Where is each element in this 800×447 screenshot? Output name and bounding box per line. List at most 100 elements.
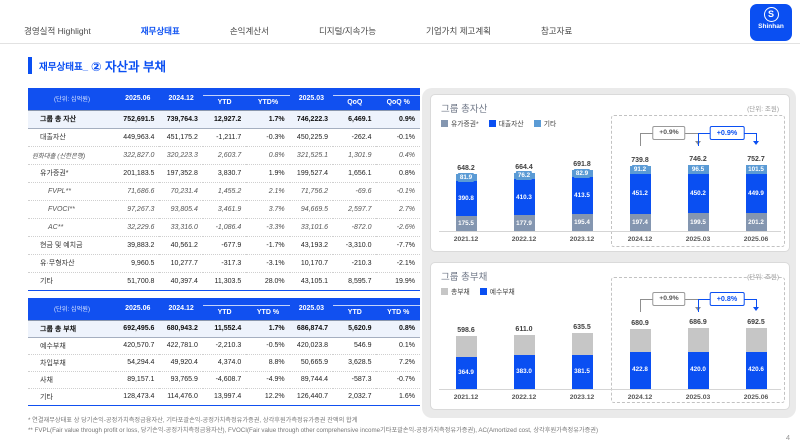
segment-value: 383.0 [514, 367, 534, 377]
bracket-drop [640, 299, 641, 312]
cell-value: 128,473.4 [116, 388, 160, 406]
row-label: 차입부채 [28, 354, 117, 372]
cell-value: 0.9% [376, 109, 420, 129]
unit-label: (단위: 십억원) [28, 298, 117, 320]
cell-value: 0.8% [246, 146, 290, 165]
cell-value: 51,700.8 [116, 272, 160, 291]
cell-value: 1.7% [246, 109, 290, 129]
assets-table: (단위: 십억원) 2025.06 2024.12 YTD YTD% 2025.03 QoQ… [28, 88, 420, 291]
cell-value: 114,476.0 [159, 388, 203, 406]
row-label: 현금 및 예치금 [28, 236, 117, 255]
cell-value: -1.7% [246, 236, 290, 255]
cell-value: 19.9% [376, 272, 420, 291]
legend-label: 기타 [543, 121, 557, 128]
cell-value: 43,193.2 [289, 236, 334, 255]
row-label: 유·무형자산 [28, 254, 117, 273]
segment-value: 420.6 [746, 365, 766, 375]
segment-value: 81.9 [457, 173, 475, 183]
cell-value: 4,374.0 [202, 354, 247, 372]
nav-tab-2[interactable]: 재무상태표 [140, 26, 180, 36]
segment-value: 449.9 [746, 188, 766, 198]
legend-label: 총부채 [451, 289, 470, 296]
row-label: FVOCI** [28, 200, 117, 219]
cell-value: 0.8% [376, 164, 420, 183]
cell-value: 692,495.6 [116, 319, 160, 338]
cell-value: -4,608.7 [202, 371, 247, 389]
nav-tab-5[interactable]: 기업가치 제고계획 [426, 26, 491, 36]
nav-tab-list: 경영실적 Highlight 재무상태표 손익계산서 디지털/지속가능 기업가치 제고계… [0, 0, 800, 37]
table-row: 그룹 총 부채 692,495.6 680,943.2 11,552.4 1.7% 686… [28, 319, 420, 338]
nav-tab-3[interactable]: 손익계산서 [229, 26, 269, 36]
column-header: YTD [202, 88, 247, 110]
table-row: 유가증권* 201,183.5 197,352.8 3,830.7 1.9% 199,52… [28, 164, 420, 183]
total-value: 691.8 [573, 161, 591, 169]
table-row: 사채 89,157.1 93,765.9 -4,608.7 -4.9% 89,744.4-… [28, 371, 420, 389]
cell-value: 422,781.0 [159, 337, 203, 355]
cell-value: -0.1% [376, 128, 420, 147]
cell-value: 9,960.5 [116, 254, 160, 273]
x-axis-label: 2021.12 [453, 236, 479, 243]
cell-value: -210.3 [333, 254, 377, 273]
table-row: 예수부채 420,570.7 422,781.0 -2,210.3 -0.5% 420,0… [28, 337, 420, 355]
chart-title: 그룹 총자산 [441, 104, 488, 115]
table-row: FVPL** 71,686.6 70,231.4 1,455.2 2.1% 71,756.… [28, 182, 420, 201]
x-axis-label: 2021.12 [453, 394, 479, 401]
total-liabilities-chart-card: 그룹 총부채 (단위: 조원) 총부채 예수부채 364.9 598.6 2021.1… [430, 262, 790, 410]
cell-value: 1,455.2 [202, 182, 247, 201]
row-label: 원화대출 (신한은행) [28, 146, 117, 165]
annotation-box: +0.9% [652, 126, 686, 140]
bracket-drop [756, 299, 757, 308]
total-value: 598.6 [457, 327, 475, 335]
cell-value: 5,620.9 [333, 319, 377, 338]
cell-value: 3,830.7 [202, 164, 247, 183]
cell-value: 2.7% [376, 200, 420, 219]
legend-swatch-icon [479, 287, 487, 295]
total-value: 739.8 [631, 156, 649, 164]
segment-value: 413.5 [572, 191, 592, 201]
axis-line [439, 389, 781, 390]
cell-value: 43,105.1 [289, 272, 334, 291]
cell-value: -872.0 [333, 218, 377, 237]
legend-item: 예수부채 [479, 286, 515, 296]
cell-value: 70,231.4 [159, 182, 203, 201]
nav-tab-4[interactable]: 디지털/지속가능 [318, 26, 377, 36]
row-label: 기타 [28, 388, 117, 406]
row-label: 기타 [28, 272, 117, 291]
cell-value: 93,805.4 [159, 200, 203, 219]
annotation-box: +0.8% [709, 292, 745, 306]
cell-value: 33,101.6 [289, 218, 334, 237]
segment-value: 197.4 [630, 217, 650, 227]
total-value: 611.0 [515, 325, 533, 333]
column-header: 2024.12 [159, 298, 203, 320]
assets-table-container: (단위: 십억원) 2025.06 2024.12 YTD YTD% 2025.03 QoQ… [28, 88, 420, 291]
column-header: YTD % [246, 298, 290, 320]
liabilities-table-container: (단위: 십억원) 2025.06 2024.12 YTD YTD % 2025.03 YT… [28, 298, 420, 406]
cell-value: 6,469.1 [333, 109, 377, 129]
chart-unit-label: (단위: 조원) [747, 106, 779, 113]
table-row: 현금 및 예치금 39,883.2 40,561.2 -677.9 -1.7% 43,19… [28, 236, 420, 255]
unit-label: (단위: 십억원) [28, 88, 117, 110]
legend-label: 예수부채 [489, 289, 515, 296]
cell-value: 40,561.2 [159, 236, 203, 255]
x-axis-label: 2024.12 [627, 394, 653, 401]
cell-value: 739,764.3 [159, 109, 203, 129]
table-row: 그룹 총 자산 752,691.5 739,764.3 12,927.2 1.7% 746… [28, 109, 420, 129]
segment-value: 381.5 [572, 367, 592, 377]
nav-tab-1[interactable]: 경영실적 Highlight [24, 26, 91, 36]
annotation-box: +0.9% [652, 292, 686, 306]
column-header: YTD% [246, 88, 290, 110]
segment-value: 390.8 [456, 193, 476, 203]
nav-tab-6[interactable]: 참고자료 [540, 26, 573, 36]
table-row: 원화대출 (신한은행) 322,827.0 320,223.3 2,603.7 0.8%… [28, 146, 420, 165]
table-row: FVOCI** 97,267.3 93,805.4 3,461.9 3.7% 94,669… [28, 200, 420, 219]
column-header: YTD [333, 298, 377, 320]
cell-value: 3,628.5 [333, 354, 377, 372]
total-value: 635.5 [573, 323, 591, 331]
table-row: 대출자산 449,963.4 451,175.2 -1,211.7 -0.3% 450,2… [28, 128, 420, 147]
cell-value: 2,032.7 [333, 388, 377, 406]
cell-value: 451,175.2 [159, 128, 203, 147]
legend-swatch-icon [533, 119, 541, 127]
cell-value: 54,294.4 [116, 354, 160, 372]
cell-value: 11,303.5 [202, 272, 247, 291]
